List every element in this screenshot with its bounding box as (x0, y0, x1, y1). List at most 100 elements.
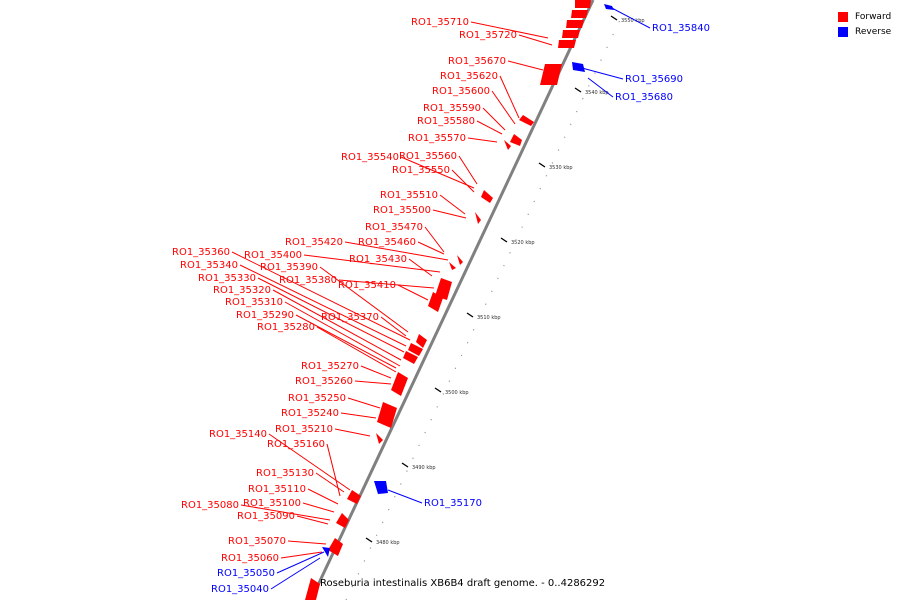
gene-arrow-forward[interactable] (575, 0, 591, 8)
gene-arrow-reverse[interactable] (374, 481, 388, 494)
gene-label-forward[interactable]: RO1_35540 (341, 152, 399, 163)
gene-arrow-forward[interactable] (571, 10, 588, 18)
gene-label-forward[interactable]: RO1_35290 (236, 310, 294, 321)
gene-arrow-forward[interactable] (435, 278, 452, 300)
gene-arrow-forward[interactable] (558, 40, 576, 48)
gene-label-forward[interactable]: RO1_35430 (349, 254, 407, 265)
gene-arrow-forward[interactable] (408, 343, 423, 356)
gene-label-forward[interactable]: RO1_35250 (288, 393, 346, 404)
gene-label-forward[interactable]: RO1_35330 (198, 273, 256, 284)
gene-label-forward[interactable]: RO1_35550 (392, 165, 450, 176)
legend-swatch-forward (838, 11, 848, 22)
gene-arrow-forward[interactable] (504, 140, 511, 150)
gene-arrow-forward[interactable] (457, 255, 463, 265)
legend-label-reverse: Reverse (855, 26, 892, 37)
gene-label-reverse[interactable]: RO1_35050 (217, 568, 275, 579)
gene-label-forward[interactable]: RO1_35410 (338, 280, 396, 291)
gene-arrow-reverse[interactable] (572, 62, 585, 72)
gene-label-forward[interactable]: RO1_35400 (244, 250, 302, 261)
gene-label-forward[interactable]: RO1_35140 (209, 429, 267, 440)
gene-label-forward[interactable]: RO1_35580 (417, 116, 475, 127)
gene-label-reverse[interactable]: RO1_35170 (424, 498, 482, 509)
tick-label: 3520 kbp (511, 240, 535, 246)
leader-line-forward (344, 241, 449, 261)
gene-label-reverse[interactable]: RO1_35040 (211, 584, 269, 595)
gene-arrow-forward[interactable] (510, 134, 522, 146)
forward-genes (305, 0, 591, 600)
leader-line-forward (319, 266, 409, 333)
gene-label-forward[interactable]: RO1_35080 (181, 500, 239, 511)
gene-label-forward[interactable]: RO1_35210 (275, 424, 333, 435)
gene-arrow-forward[interactable] (336, 513, 349, 528)
gene-arrow-forward[interactable] (377, 402, 397, 428)
gene-label-forward[interactable]: RO1_35130 (256, 468, 314, 479)
gene-label-forward[interactable]: RO1_35360 (172, 247, 230, 258)
leader-line-forward (315, 472, 345, 493)
gene-arrow-forward[interactable] (519, 115, 534, 126)
gene-label-forward[interactable]: RO1_35280 (257, 322, 315, 333)
gene-label-forward[interactable]: RO1_35260 (295, 376, 353, 387)
gene-arrow-forward[interactable] (305, 578, 320, 600)
gene-label-forward[interactable]: RO1_35710 (411, 17, 469, 28)
gene-label-forward[interactable]: RO1_35500 (373, 205, 431, 216)
gene-arrow-forward[interactable] (481, 190, 493, 203)
gene-arrow-forward[interactable] (403, 351, 418, 364)
gene-label-forward[interactable]: RO1_35070 (228, 536, 286, 547)
tick-label: 3480 kbp (376, 540, 400, 546)
gene-label-forward[interactable]: RO1_35510 (380, 190, 438, 201)
reverse-genes (322, 4, 614, 557)
gene-label-forward[interactable]: RO1_35380 (279, 275, 337, 286)
gene-arrow-forward[interactable] (475, 212, 481, 224)
gene-arrow-reverse[interactable] (322, 547, 330, 557)
gene-label-forward[interactable]: RO1_35340 (180, 260, 238, 271)
gene-label-forward[interactable]: RO1_35420 (285, 237, 343, 248)
gene-label-forward[interactable]: RO1_35570 (408, 133, 466, 144)
gene-label-forward[interactable]: RO1_35060 (221, 553, 279, 564)
gene-arrow-forward[interactable] (540, 64, 562, 85)
leader-line-forward (424, 226, 445, 253)
gene-arrow-forward[interactable] (428, 292, 443, 312)
gene-label-forward[interactable]: RO1_35670 (448, 56, 506, 67)
gene-label-forward[interactable]: RO1_35720 (459, 30, 517, 41)
gene-label-forward[interactable]: RO1_35310 (225, 297, 283, 308)
leader-line-forward (280, 551, 323, 559)
gene-label-forward[interactable]: RO1_35590 (423, 103, 481, 114)
legend-swatch-reverse (838, 26, 848, 37)
gene-label-forward[interactable]: RO1_35240 (281, 408, 339, 419)
gene-label-forward[interactable]: RO1_35560 (399, 151, 457, 162)
gene-arrow-forward[interactable] (347, 490, 361, 504)
gene-label-reverse[interactable]: RO1_35690 (625, 74, 683, 85)
gene-label-forward[interactable]: RO1_35160 (267, 439, 325, 450)
leader-line-forward (408, 258, 433, 277)
legend-item-reverse: Reverse (838, 24, 891, 39)
gene-arrow-forward[interactable] (566, 20, 584, 28)
leader-line-reverse (587, 77, 614, 98)
gene-label-forward[interactable]: RO1_35600 (432, 86, 490, 97)
gene-label-reverse[interactable]: RO1_35680 (615, 92, 673, 103)
gene-arrow-forward[interactable] (449, 262, 456, 270)
gene-arrow-forward[interactable] (376, 433, 383, 444)
gene-label-forward[interactable]: RO1_35460 (358, 237, 416, 248)
gene-label-forward[interactable]: RO1_35390 (260, 262, 318, 273)
leader-line-forward (295, 314, 397, 369)
tick-mark (434, 387, 442, 393)
gene-label-forward[interactable]: RO1_35110 (248, 484, 306, 495)
tick-mark (466, 312, 474, 318)
gene-label-reverse[interactable]: RO1_35840 (652, 23, 710, 34)
gene-label-forward[interactable]: RO1_35470 (365, 222, 423, 233)
legend-label-forward: Forward (855, 11, 892, 22)
gene-arrow-forward[interactable] (416, 334, 427, 348)
leader-line-reverse (607, 5, 651, 29)
tick-mark (538, 162, 546, 168)
gene-label-forward[interactable]: RO1_35100 (243, 498, 301, 509)
gene-label-forward[interactable]: RO1_35370 (321, 312, 379, 323)
gene-label-forward[interactable]: RO1_35620 (440, 71, 498, 82)
gene-arrow-forward[interactable] (328, 538, 343, 556)
gene-label-forward[interactable]: RO1_35090 (237, 511, 295, 522)
scale-guide-line (345, 19, 621, 600)
tick-label: 3550 kbp (621, 18, 645, 24)
gene-arrow-forward[interactable] (562, 30, 580, 38)
gene-label-forward[interactable]: RO1_35270 (301, 361, 359, 372)
gene-label-forward[interactable]: RO1_35320 (213, 285, 271, 296)
gene-arrow-forward[interactable] (391, 372, 408, 396)
